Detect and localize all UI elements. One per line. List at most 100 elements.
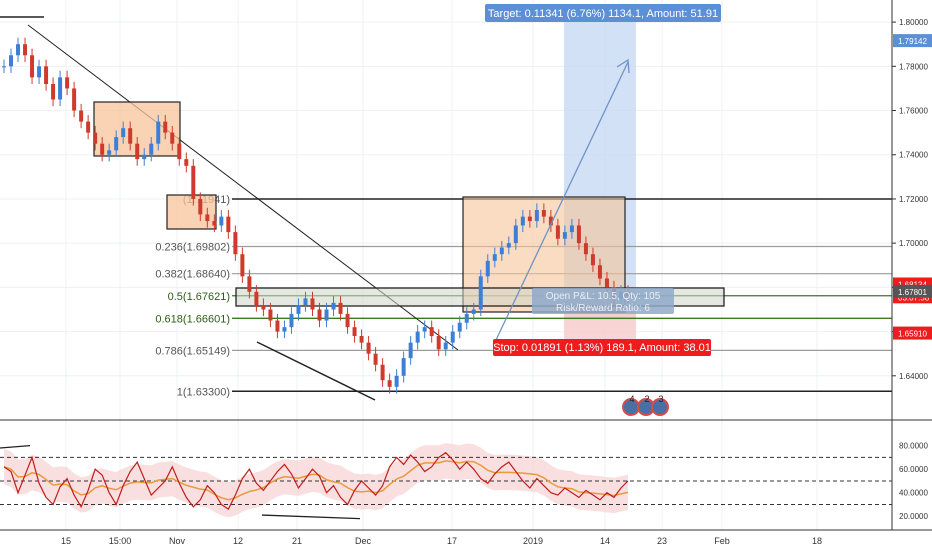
candle-body [366,342,371,354]
event-count: 3 [658,394,663,404]
price-badge-label: 1.65910 [898,330,927,339]
time-tick-label: Nov [169,536,186,546]
candle-body [471,309,476,314]
price-badge-label: 03:07:58 [898,293,930,302]
fib-label-0.5: 0.5(1.67621) [168,291,230,303]
price-badge-label: 1.79142 [898,37,927,46]
price-badge [893,34,932,48]
candle-body [513,225,518,244]
zone-box-2[interactable] [166,194,217,230]
candle-body [191,165,196,199]
candle-body [79,110,84,122]
price-axis[interactable]: 1.80000 1.78000 1.76000 1.74000 1.72000 1.700… [891,0,932,530]
candle-body [443,342,448,350]
candle-body [247,276,252,292]
candle-body [44,66,49,84]
open-pnl-badge: Open P&L: 10.5, Qty: 105 Risk/Reward Rat… [532,288,674,314]
candle-body [205,214,210,222]
event-count: 4 [629,394,634,404]
price-tick-label: 1.76000 [899,107,928,116]
candle-body [527,216,532,222]
candle-body [289,313,294,328]
candle-body [331,302,336,310]
projection-arrow[interactable] [495,58,630,341]
time-axis[interactable]: 15 15:00 Nov 12 21 Dec 17 2019 14 23 Feb 18 [0,529,932,546]
oscillator-ma [3,460,629,501]
candle-body [58,77,63,100]
candle-body [268,309,273,321]
candle-body [429,327,434,336]
candle-body [170,132,175,144]
price-badge [893,326,932,340]
candle-body [51,84,56,100]
oscillator-pane: 80.0000 60.0000 40.0000 20.0000 [0,442,928,521]
candle-body [128,128,133,144]
risk-reward-label: Risk/Reward Ratio: 6 [556,303,650,314]
time-tick-label: 15 [61,536,71,546]
candle-body [345,313,350,328]
event-marker-icon [651,398,669,416]
fib-label-0.786: 0.786(1.65149) [155,345,230,357]
candle-body [177,143,182,160]
candle-body [541,210,546,217]
price-badge-label: 1.67801 [898,288,927,297]
support-line[interactable] [256,341,376,401]
candle-body [380,364,385,381]
candle-body [156,121,161,144]
candle-body [583,243,588,255]
oscillator-tick-label: 60.0000 [899,465,928,474]
fib-label-0.382: 0.382(1.68640) [155,269,230,281]
time-tick-label: Feb [714,536,730,546]
candle-body [324,309,329,321]
open-pnl-label: Open P&L: 10.5, Qty: 105 [546,291,661,302]
candle-body [359,336,364,343]
candle-body [254,291,259,306]
price-tick-label: 1.74000 [899,151,928,160]
time-tick-label: 14 [600,536,610,546]
candle-body [100,143,105,155]
time-tick-label: 15:00 [109,536,132,546]
time-tick-label: Dec [355,536,372,546]
oscillator-tick-label: 20.0000 [899,512,928,521]
candle-body [352,327,357,336]
candle-body [163,121,168,133]
candle-body [520,216,525,226]
candle-body [436,336,441,350]
candle-body [408,342,413,359]
candle-body [450,331,455,343]
candle-body [415,331,420,343]
candle-body [562,232,567,239]
candle-body [310,298,315,310]
candle-body [2,66,6,68]
candle-body [485,260,490,277]
candle-body [114,137,119,151]
time-tick-label: 21 [292,536,302,546]
candle-body [16,44,21,56]
time-tick-label: 23 [657,536,667,546]
candle-body [499,247,504,255]
oscillator-line [3,451,629,511]
candle-body [338,302,343,314]
candle-body [296,305,301,314]
candle-body [198,198,203,215]
candle-body [121,128,126,138]
candle-body [555,225,560,239]
time-tick-label: 12 [233,536,243,546]
candle-body [72,88,77,111]
candle-body [576,225,581,244]
candle-body [387,380,392,387]
price-badge [893,284,932,298]
candle-body [226,216,231,233]
price-tick-label: 1.64000 [899,372,928,381]
target-badge: Target: 0.11341 (6.76%) 1134.1, Amount: … [485,4,721,22]
candle-body [492,254,497,261]
candle-body [373,353,378,365]
candle-body [478,276,483,310]
candle-body [275,320,280,332]
fib-label-0: 1(1.63300) [177,386,230,398]
candle-body [30,55,35,78]
candle-body [590,254,595,266]
